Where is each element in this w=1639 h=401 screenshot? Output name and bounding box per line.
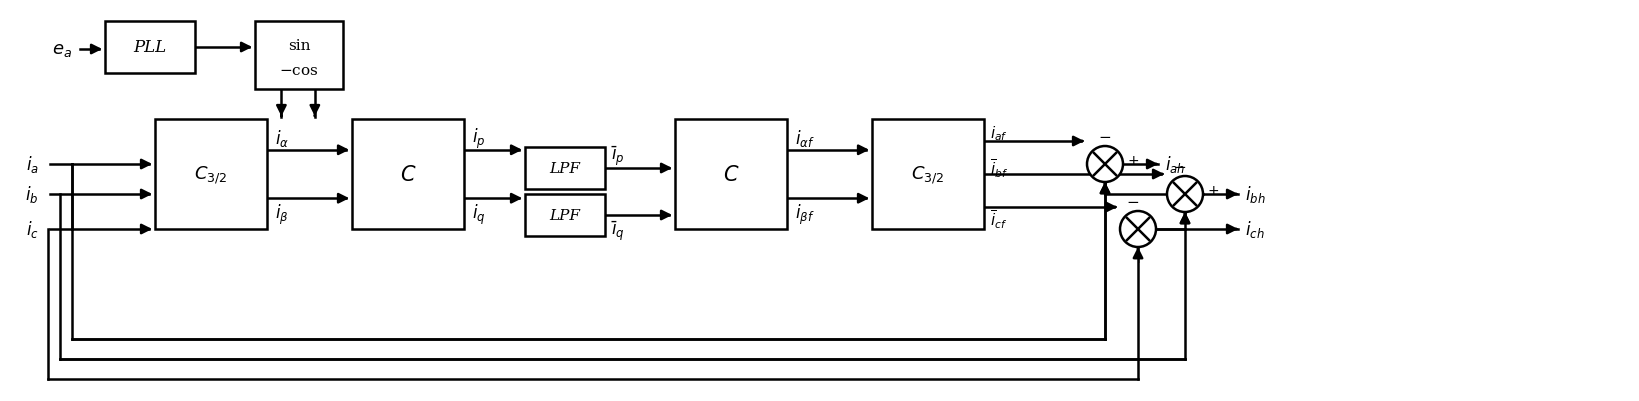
Text: $C_{3/2}$: $C_{3/2}$	[195, 164, 228, 185]
Text: $-$cos: $-$cos	[279, 64, 318, 78]
Text: $-$: $-$	[1126, 194, 1139, 207]
Text: $\overline{i}_{bf}$: $\overline{i}_{bf}$	[990, 157, 1008, 180]
Text: $\overline{i}_{cf}$: $\overline{i}_{cf}$	[990, 208, 1008, 231]
Circle shape	[1087, 147, 1123, 182]
Text: $i_a$: $i_a$	[26, 154, 38, 175]
Text: $+$: $+$	[1128, 154, 1139, 168]
Text: $i_{ah}$: $i_{ah}$	[1165, 154, 1185, 175]
Bar	[675, 120, 787, 229]
Text: $i_{af}$: $i_{af}$	[990, 124, 1008, 143]
Text: $i_p$: $i_p$	[472, 126, 485, 150]
Bar	[352, 120, 464, 229]
Text: $-$: $-$	[1174, 159, 1187, 172]
Text: $\bar{\imath}_q$: $\bar{\imath}_q$	[611, 219, 624, 242]
Text: $C$: $C$	[723, 164, 739, 184]
Text: $C$: $C$	[400, 164, 416, 184]
Bar	[524, 148, 605, 190]
Text: $i_{ch}$: $i_{ch}$	[1246, 219, 1265, 240]
Text: $i_{\alpha f}$: $i_{\alpha f}$	[795, 128, 815, 149]
Circle shape	[1119, 211, 1155, 247]
Bar	[256, 22, 343, 90]
Bar	[872, 120, 983, 229]
Text: $i_b$: $i_b$	[25, 184, 39, 205]
Text: LPF: LPF	[549, 162, 580, 176]
Text: $i_\beta$: $i_\beta$	[275, 203, 288, 227]
Text: $-$: $-$	[1098, 129, 1111, 143]
Circle shape	[1167, 176, 1203, 213]
Text: $\bar{\imath}_p$: $\bar{\imath}_p$	[611, 144, 624, 167]
Text: $C_{3/2}$: $C_{3/2}$	[911, 164, 944, 185]
Text: $i_\alpha$: $i_\alpha$	[275, 128, 288, 149]
Text: sin: sin	[288, 39, 310, 53]
Text: $+$: $+$	[1206, 184, 1219, 198]
Bar	[524, 194, 605, 237]
Bar	[105, 22, 195, 74]
Text: $i_{bh}$: $i_{bh}$	[1246, 184, 1265, 205]
Text: $+$: $+$	[1133, 251, 1144, 265]
Text: $e_a$: $e_a$	[52, 41, 72, 59]
Text: LPF: LPF	[549, 209, 580, 223]
Text: $i_{\beta f}$: $i_{\beta f}$	[795, 203, 815, 227]
Bar	[156, 120, 267, 229]
Text: PLL: PLL	[133, 39, 167, 57]
Text: $i_q$: $i_q$	[472, 203, 485, 227]
Text: $i_c$: $i_c$	[26, 219, 38, 240]
